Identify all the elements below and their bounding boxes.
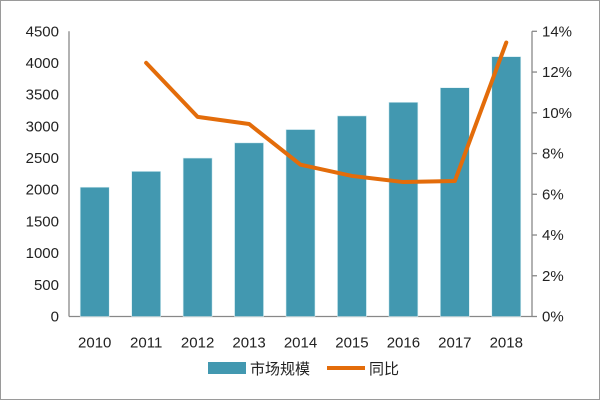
bar-2013 bbox=[234, 142, 264, 317]
right-tick-label: 14% bbox=[542, 23, 572, 40]
right-tick-label: 8% bbox=[542, 146, 564, 163]
left-tick-label: 1500 bbox=[26, 213, 59, 230]
x-tick-label: 2016 bbox=[387, 335, 420, 352]
x-tick-label: 2013 bbox=[232, 335, 265, 352]
x-tick-label: 2017 bbox=[438, 335, 471, 352]
bar-2017 bbox=[440, 87, 470, 317]
bar-2018 bbox=[491, 56, 522, 317]
right-tick-label: 0% bbox=[542, 309, 564, 326]
right-tick-label: 2% bbox=[542, 268, 564, 285]
x-tick-label: 2018 bbox=[490, 335, 523, 352]
bar-2011 bbox=[131, 171, 161, 317]
left-tick-label: 4500 bbox=[26, 23, 59, 40]
x-tick-label: 2011 bbox=[130, 335, 162, 352]
legend-label-bar: 市场规模 bbox=[250, 361, 310, 378]
x-tick-label: 2015 bbox=[335, 335, 368, 352]
bar-2015 bbox=[337, 115, 367, 317]
legend-label-line: 同比 bbox=[369, 361, 399, 378]
left-tick-label: 2500 bbox=[26, 150, 59, 167]
left-tick-label: 3000 bbox=[26, 118, 59, 135]
right-tick-label: 4% bbox=[542, 227, 564, 244]
left-tick-label: 1000 bbox=[26, 245, 59, 262]
left-tick-label: 3500 bbox=[26, 87, 59, 104]
bar-2016 bbox=[388, 101, 419, 317]
left-tick-label: 500 bbox=[34, 277, 59, 294]
left-tick-label: 2000 bbox=[26, 182, 59, 199]
left-tick-label: 4000 bbox=[26, 55, 59, 72]
x-tick-label: 2010 bbox=[78, 335, 111, 352]
line-series-yoy bbox=[144, 40, 509, 185]
left-tick-label: 0 bbox=[51, 309, 59, 326]
right-tick-label: 10% bbox=[542, 105, 572, 122]
bar-2014 bbox=[285, 129, 316, 317]
legend-bar-swatch bbox=[208, 362, 246, 374]
bar-2012 bbox=[182, 157, 213, 317]
x-tick-label: 2014 bbox=[284, 335, 317, 352]
x-tick-label: 2012 bbox=[181, 335, 214, 352]
right-tick-label: 12% bbox=[542, 64, 572, 81]
bar-2010 bbox=[79, 186, 110, 317]
right-tick-label: 6% bbox=[542, 186, 564, 203]
